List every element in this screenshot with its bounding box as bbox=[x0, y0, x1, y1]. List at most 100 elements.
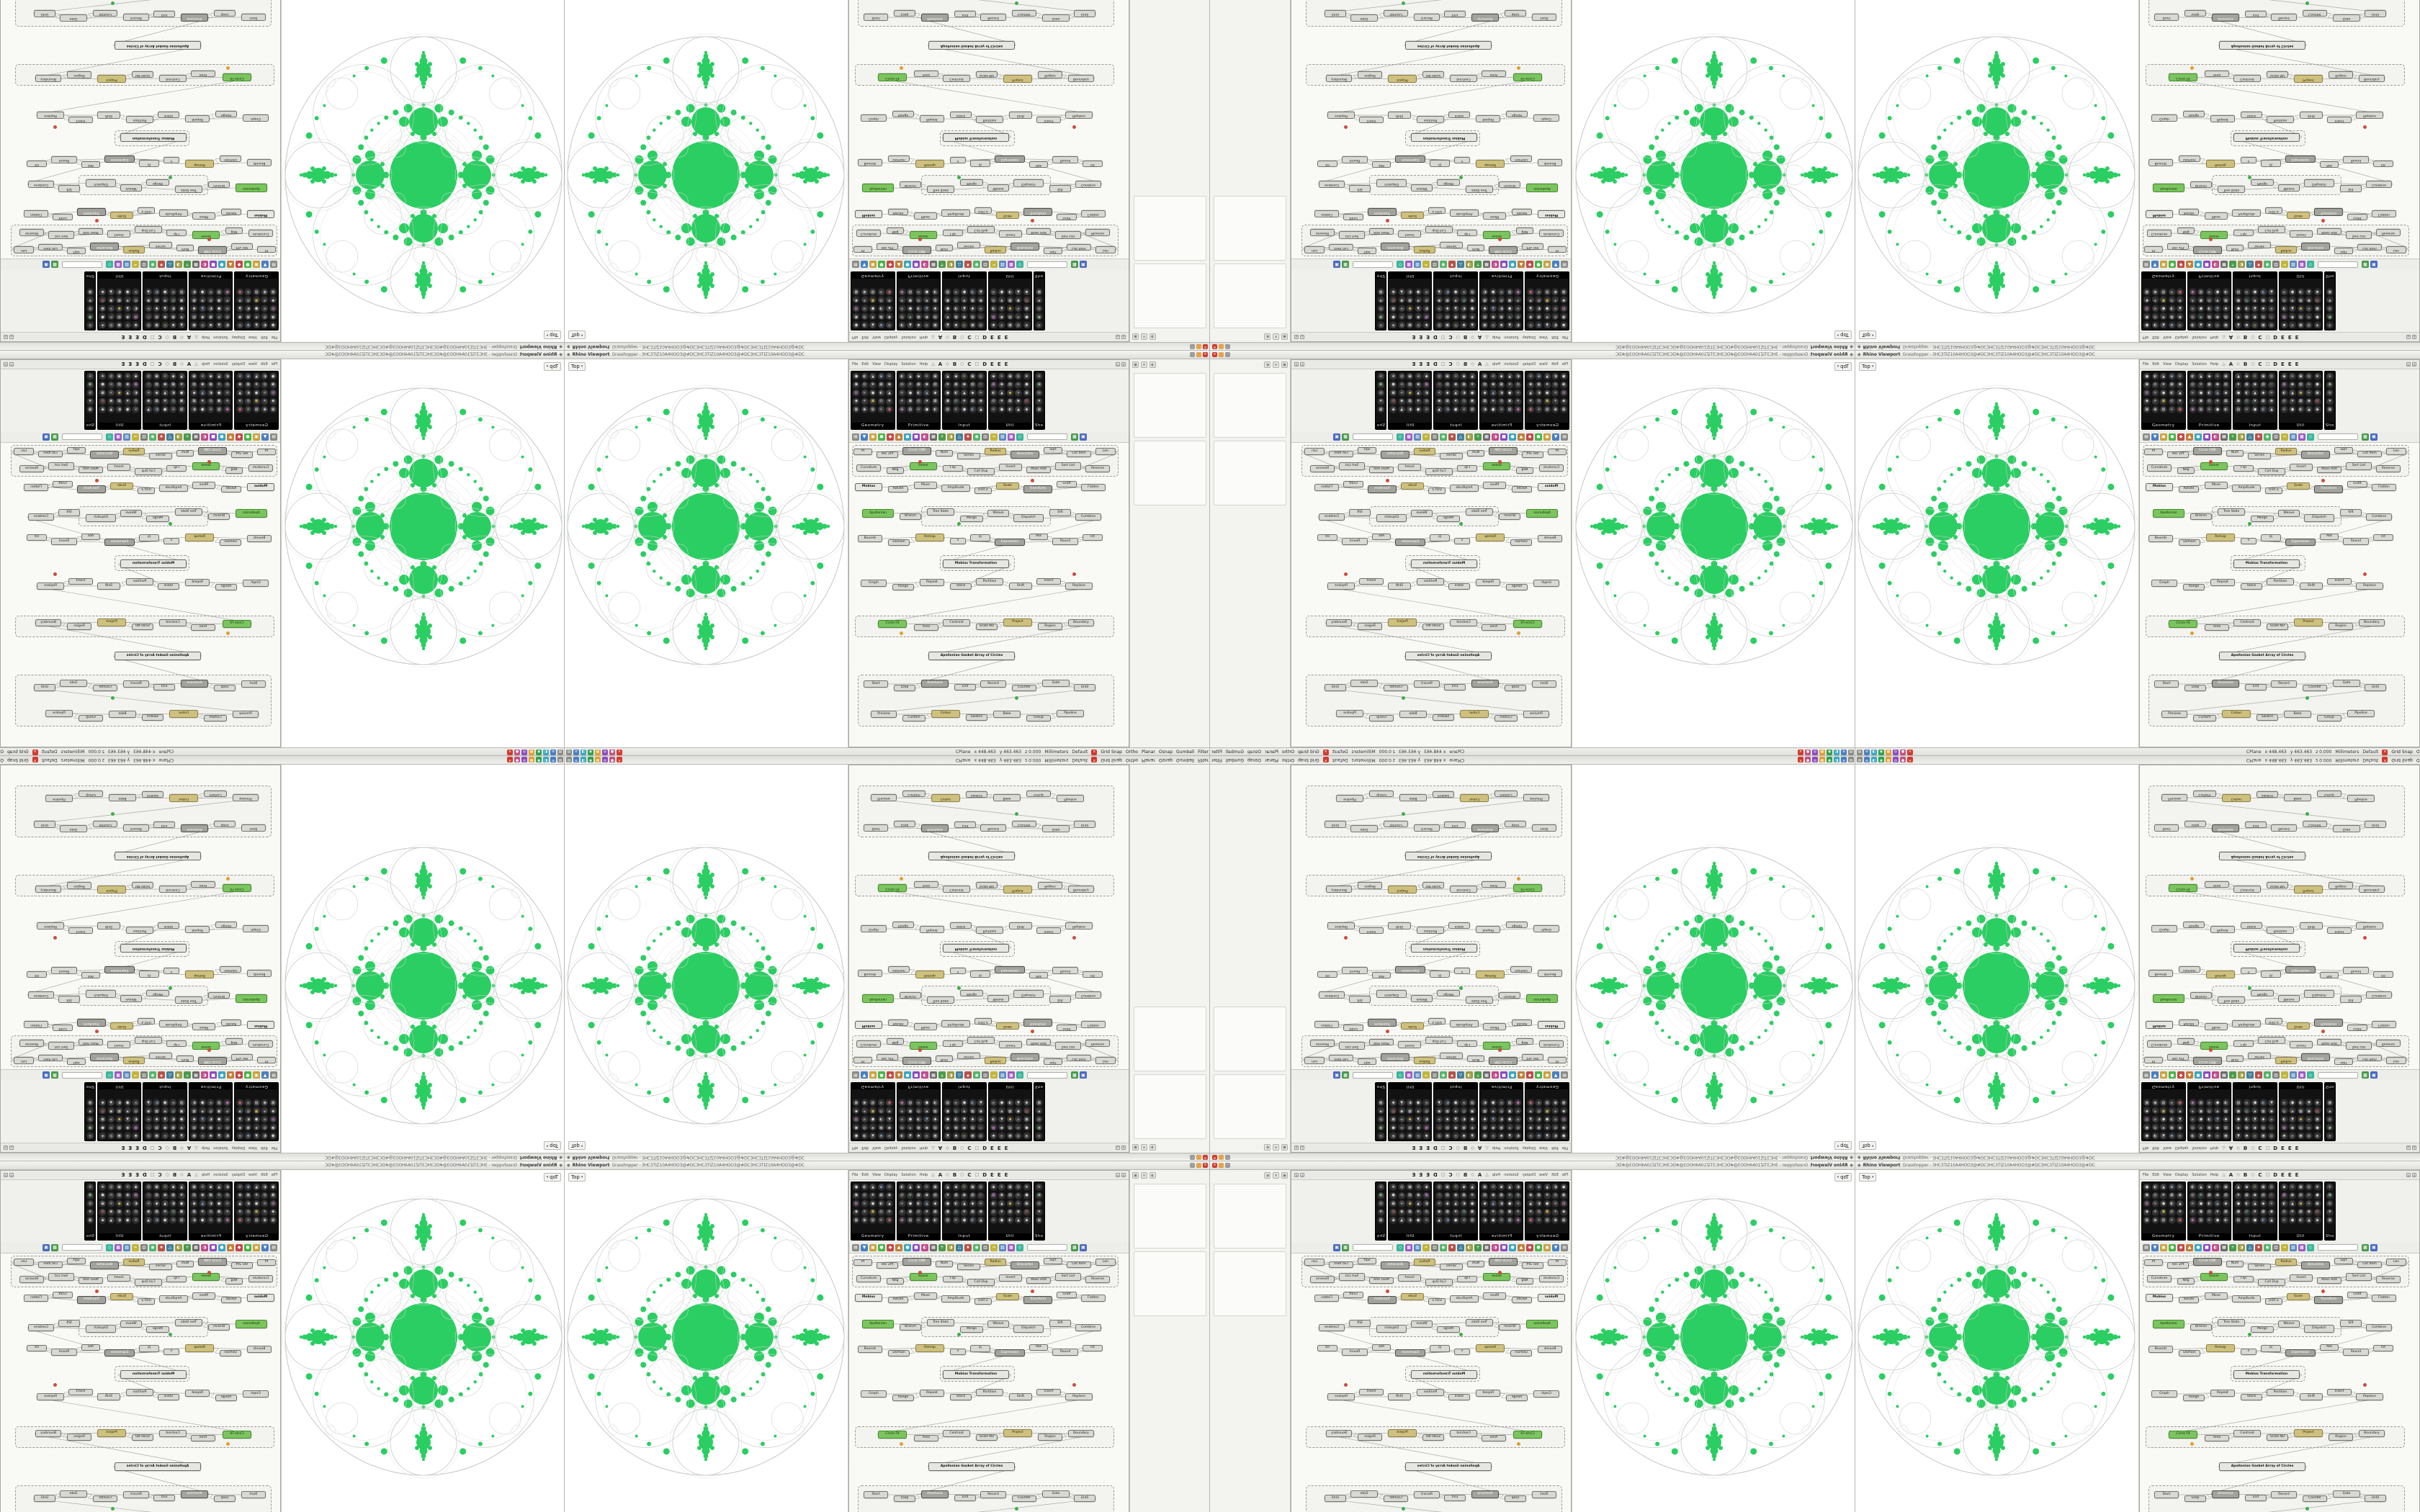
component-icon[interactable]: + bbox=[886, 321, 893, 328]
gh-node[interactable]: Remap bbox=[915, 971, 944, 978]
gh-node[interactable]: Transform bbox=[1023, 485, 1052, 493]
component-icon[interactable]: ◉ bbox=[977, 296, 985, 304]
component-icon[interactable]: + bbox=[861, 397, 869, 405]
component-icon[interactable]: + bbox=[2268, 305, 2275, 312]
component-icon[interactable]: ▣ bbox=[115, 1132, 123, 1139]
component-icon[interactable]: ▣ bbox=[1389, 390, 1397, 397]
component-icon[interactable]: ▲ bbox=[1398, 1099, 1405, 1106]
component-icon[interactable]: ◉ bbox=[223, 288, 231, 295]
save-icon[interactable]: ▤ bbox=[270, 261, 277, 269]
gh-node[interactable]: Neg bbox=[2177, 228, 2195, 234]
component-icon[interactable]: ◎ bbox=[169, 397, 177, 405]
osnap-icon[interactable]: ◉ bbox=[536, 749, 542, 755]
gh-node[interactable]: Graft bbox=[53, 214, 73, 220]
component-icon[interactable]: ≈ bbox=[261, 305, 269, 312]
component-icon[interactable]: ● bbox=[269, 1132, 277, 1139]
gh-node[interactable]: Unit Z bbox=[138, 487, 155, 494]
gh-node[interactable]: Apollonian Gasket Array of Circles bbox=[115, 652, 201, 660]
component-icon[interactable]: ▲ bbox=[1469, 321, 1476, 328]
component-icon[interactable]: ▧ bbox=[1469, 1099, 1476, 1106]
component-icon[interactable]: ◎ bbox=[244, 1107, 252, 1115]
gh-restore-button[interactable]: ▫ bbox=[1300, 362, 1304, 366]
component-icon[interactable]: ≈ bbox=[2151, 390, 2159, 397]
gh-node[interactable]: Series bbox=[2248, 453, 2271, 459]
grid-icon[interactable]: ▦ bbox=[1819, 749, 1825, 755]
gh-node[interactable]: Sort List bbox=[1055, 1042, 1081, 1050]
menu-item-file[interactable]: File bbox=[271, 362, 277, 366]
component-icon[interactable]: ≈ bbox=[207, 406, 215, 413]
gh-node[interactable]: Sqrt bbox=[1358, 447, 1376, 454]
component-icon[interactable]: ▧ bbox=[269, 305, 277, 312]
component-icon[interactable]: ▲ bbox=[2160, 321, 2167, 328]
gh-node[interactable]: Circle Fit bbox=[1513, 884, 1542, 892]
shade-icon[interactable]: ▩ bbox=[115, 261, 122, 269]
gh-node[interactable]: Invert bbox=[999, 230, 1022, 238]
component-icon[interactable]: ≈ bbox=[1514, 390, 1522, 397]
component-icon[interactable]: ▦ bbox=[931, 296, 939, 304]
gh-node[interactable]: Until bbox=[1074, 821, 1095, 828]
gh-node[interactable]: Mobius Transformation bbox=[943, 944, 1009, 953]
grid-icon[interactable]: ▦ bbox=[930, 1071, 937, 1079]
component-icon[interactable]: ● bbox=[1415, 1099, 1422, 1106]
gh-node[interactable]: Gate bbox=[1350, 14, 1378, 22]
mesh-icon[interactable]: ▧ bbox=[999, 261, 1006, 269]
component-icon[interactable]: ● bbox=[944, 1115, 951, 1122]
component-icon[interactable]: ▧ bbox=[153, 381, 161, 389]
gh-node[interactable]: Vec 2Pt bbox=[877, 451, 898, 458]
gh-node[interactable]: Scale NU bbox=[1422, 882, 1444, 888]
gh-tab-1[interactable]: B bbox=[172, 361, 177, 367]
layers-tab-icon[interactable]: ≡ bbox=[1273, 1144, 1279, 1151]
component-icon[interactable]: ◎ bbox=[915, 1107, 923, 1115]
component-icon[interactable]: ◆ bbox=[132, 373, 140, 380]
half-icon[interactable]: ◑ bbox=[175, 261, 182, 269]
component-icon[interactable]: ◐ bbox=[2168, 305, 2176, 312]
gh-node[interactable]: Descartes bbox=[1010, 451, 1039, 459]
gh-node[interactable]: Amplitude bbox=[941, 1020, 970, 1027]
sphere-icon[interactable]: ● bbox=[1535, 1071, 1542, 1079]
gem-icon[interactable]: ◆ bbox=[887, 433, 894, 441]
gh-node[interactable]: Domain bbox=[220, 539, 241, 546]
save-icon[interactable]: ▤ bbox=[270, 433, 277, 441]
star-icon[interactable]: ★ bbox=[158, 433, 165, 441]
component-icon[interactable]: ▣ bbox=[269, 381, 277, 389]
gh-node[interactable]: Weave bbox=[2278, 184, 2300, 192]
menu-item-solution[interactable]: Solution bbox=[213, 1146, 228, 1150]
component-icon[interactable]: ◎ bbox=[145, 1132, 152, 1139]
component-icon[interactable]: ◉ bbox=[145, 296, 152, 304]
gh-node[interactable]: Domain bbox=[1510, 156, 1532, 162]
component-icon[interactable]: ≈ bbox=[244, 288, 252, 295]
gh-node[interactable]: Boundary bbox=[1068, 75, 1094, 82]
open-icon[interactable]: ▼ bbox=[861, 433, 868, 441]
gh-node[interactable]: Branch bbox=[900, 181, 921, 188]
gh-node[interactable]: Solver bbox=[1483, 1042, 1510, 1050]
gh-node[interactable]: Partition bbox=[126, 578, 153, 585]
gh-node[interactable]: Swatch bbox=[966, 791, 987, 798]
component-icon[interactable]: ◆ bbox=[153, 1115, 161, 1122]
gh-node[interactable]: Graft bbox=[1057, 1025, 1077, 1031]
add-icon[interactable]: + bbox=[184, 433, 191, 441]
component-icon[interactable]: ● bbox=[1489, 1099, 1497, 1106]
gh-node[interactable]: Counter bbox=[1384, 10, 1408, 17]
component-icon[interactable]: ≈ bbox=[2168, 406, 2176, 413]
component-icon[interactable]: ◉ bbox=[199, 312, 206, 320]
gh-node[interactable]: Counter bbox=[1012, 685, 1036, 691]
gh-node[interactable]: Len bbox=[2386, 246, 2406, 253]
sphere-icon[interactable]: ● bbox=[1535, 433, 1542, 441]
component-icon[interactable]: ▦ bbox=[969, 1107, 977, 1115]
gh-node[interactable]: Abs bbox=[81, 161, 100, 168]
status-toggle-osnap[interactable]: Osnap bbox=[1158, 750, 1173, 755]
shade-icon[interactable]: ▩ bbox=[2298, 261, 2305, 269]
component-icon[interactable]: ◆ bbox=[244, 1132, 252, 1139]
gh-node[interactable]: Radius bbox=[123, 246, 145, 253]
menu-item-view[interactable]: View bbox=[872, 362, 881, 366]
component-icon[interactable]: ≈ bbox=[1398, 381, 1405, 389]
component-icon[interactable]: ≈ bbox=[1497, 406, 1505, 413]
component-icon[interactable]: ▧ bbox=[1481, 1123, 1489, 1131]
gh-node[interactable]: Circle Fit bbox=[878, 73, 907, 81]
component-icon[interactable]: + bbox=[161, 1132, 169, 1139]
gh-node[interactable]: Circle CNR bbox=[902, 246, 931, 254]
gh-search-input[interactable] bbox=[1353, 1072, 1393, 1079]
gh-node[interactable]: Circle Fit bbox=[2169, 73, 2197, 81]
component-icon[interactable]: ★ bbox=[2251, 397, 2259, 405]
gh-node[interactable]: Record bbox=[980, 680, 1006, 688]
